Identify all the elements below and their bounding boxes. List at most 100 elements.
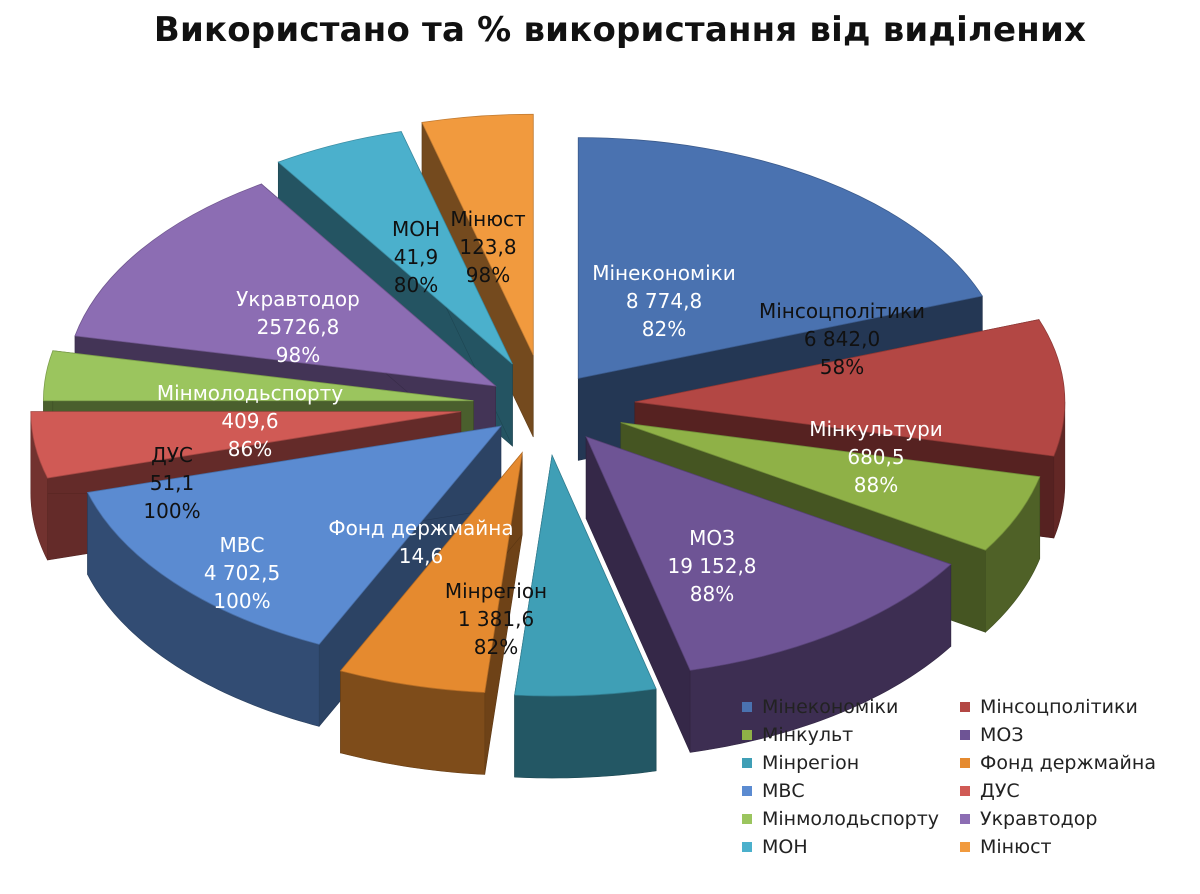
slice-label-name: ДУС [151, 443, 193, 467]
legend-label: Мінюст [980, 836, 1052, 858]
legend-item: Мінмолодьспорту [742, 806, 960, 832]
legend-label: МОЗ [980, 724, 1024, 746]
legend-label: Мінмолодьспорту [762, 808, 940, 830]
slice-top [74, 183, 497, 387]
slice-label-percent: 100% [213, 589, 270, 613]
slice-label-name: Мінекономіки [592, 261, 736, 285]
legend-swatch [960, 730, 970, 740]
slice-top [577, 137, 983, 379]
slice-label: ДУС 51,1 100% [143, 443, 200, 523]
slice-label-name: Мінкультури [809, 417, 943, 441]
slice-label-percent: 82% [474, 635, 518, 659]
slice-label-percent: 100% [143, 499, 200, 523]
legend-item: МВС [742, 778, 960, 804]
legend-swatch [742, 758, 752, 768]
slice-top [634, 319, 1066, 457]
slice-label-name: Мінрегіон [445, 579, 547, 603]
slice-label-percent: 98% [276, 343, 320, 367]
slice-label-name: МОЗ [689, 526, 735, 550]
slice-top [86, 425, 502, 645]
slice-label: Мінрегіон 1 381,6 82% [445, 579, 547, 659]
slice-label-value: 19 152,8 [667, 554, 756, 578]
chart-title: Використано та % використання від виділе… [153, 10, 1087, 50]
legend-swatch [960, 786, 970, 796]
slice-label: Фонд держмайна 14,6 [328, 516, 513, 568]
pie-slice [339, 451, 523, 775]
slice-label-value: 8 774,8 [626, 289, 702, 313]
legend-swatch [742, 730, 752, 740]
slice-label-value: 4 702,5 [204, 561, 280, 585]
slice-label: МОЗ 19 152,8 88% [667, 526, 756, 606]
slice-label: МВС 4 702,5 100% [204, 533, 280, 613]
slice-label-value: 1 381,6 [458, 607, 534, 631]
legend-item: МОЗ [960, 722, 1182, 748]
slice-top [421, 113, 534, 356]
legend-swatch [960, 814, 970, 824]
slice-label: Мінюст 123,8 98% [450, 207, 526, 287]
slice-label-name: Мінсоцполітики [759, 299, 925, 323]
slice-label-name: МВС [220, 533, 265, 557]
legend-item: Фонд держмайна [960, 750, 1182, 776]
legend-item: Мінсоцполітики [960, 694, 1182, 720]
slice-label-value: 14,6 [399, 544, 444, 568]
legend-swatch [742, 702, 752, 712]
slice-rim [514, 688, 657, 779]
slice-label: Укравтодор 25726,8 98% [236, 287, 360, 367]
slice-label-value: 409,6 [221, 409, 278, 433]
legend-label: ДУС [980, 780, 1020, 802]
legend-label: МВС [762, 780, 805, 802]
slice-top [30, 411, 461, 479]
legend-item: Мінюст [960, 834, 1182, 860]
legend-label: Мінрегіон [762, 752, 860, 774]
slice-label-percent: 80% [394, 273, 438, 297]
slice-label: Мінкультури 680,5 88% [809, 417, 943, 497]
legend-item: Укравтодор [960, 806, 1182, 832]
legend-label: МОН [762, 836, 808, 858]
slice-top [585, 436, 952, 671]
slice-top [277, 131, 513, 365]
legend-swatch [742, 786, 752, 796]
pie-slice [514, 453, 657, 779]
legend-label: Укравтодор [980, 808, 1098, 830]
slice-label-name: Мінюст [450, 207, 526, 231]
slice-label-value: 25726,8 [257, 315, 340, 339]
slice-label-name: Мінмолодьспорту [157, 381, 344, 405]
slice-label: Мінекономіки 8 774,8 82% [592, 261, 736, 341]
legend-item: МОН [742, 834, 960, 860]
slice-label-percent: 88% [854, 473, 898, 497]
slice-label-name: Фонд держмайна [328, 516, 513, 540]
slice-label-percent: 86% [228, 437, 272, 461]
legend-item: Мінкульт [742, 722, 960, 748]
legend-swatch [742, 842, 752, 852]
pie-slice [585, 436, 952, 753]
legend-item: Мінрегіон [742, 750, 960, 776]
slice-label-percent: 82% [642, 317, 686, 341]
slice-label-percent: 98% [466, 263, 510, 287]
legend-swatch [960, 758, 970, 768]
legend-swatch [960, 702, 970, 712]
slice-top [42, 350, 474, 402]
slice-top [620, 422, 1041, 551]
slice-label-value: 680,5 [847, 445, 904, 469]
slice-top [514, 453, 657, 697]
slice-label: Мінсоцполітики 6 842,0 58% [759, 299, 925, 379]
slice-label-value: 41,9 [394, 245, 439, 269]
chart-legend: Мінекономіки Мінсоцполітики Мінкульт МОЗ Мін… [742, 694, 1182, 860]
slice-label-value: 6 842,0 [804, 327, 880, 351]
legend-label: Мінкульт [762, 724, 854, 746]
legend-label: Мінекономіки [762, 696, 899, 718]
slice-top [339, 451, 523, 693]
slice-label-name: МОН [392, 217, 440, 241]
slice-label: Мінмолодьспорту 409,6 86% [157, 381, 344, 461]
slice-label-percent: 88% [690, 582, 734, 606]
slice-label-value: 123,8 [459, 235, 516, 259]
legend-item: ДУС [960, 778, 1182, 804]
slice-label-value: 51,1 [150, 471, 195, 495]
legend-swatch [742, 814, 752, 824]
slice-label-percent: 58% [820, 355, 864, 379]
legend-label: Фонд держмайна [980, 752, 1156, 774]
slice-label: МОН 41,9 80% [392, 217, 440, 297]
legend-item: Мінекономіки [742, 694, 960, 720]
